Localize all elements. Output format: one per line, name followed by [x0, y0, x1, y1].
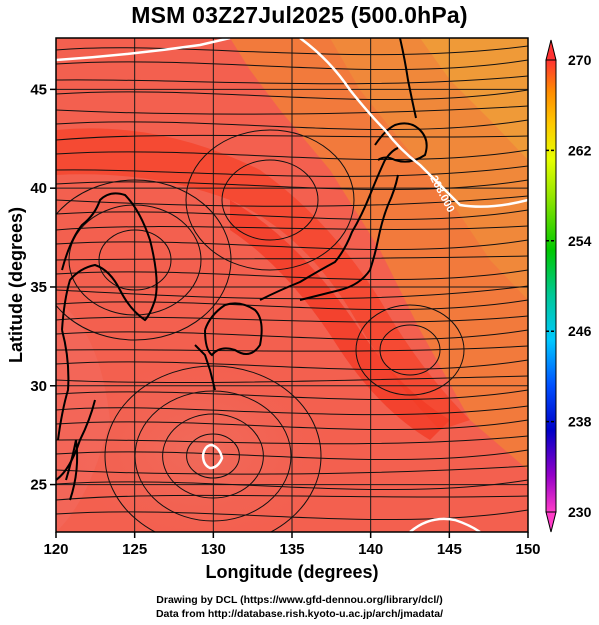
x-tick-label: 120 — [43, 541, 68, 558]
y-axis-label: Latitude (degrees) — [6, 207, 26, 363]
chart-area: 268.000 120 125 130 135 140 145 150 2530354045… — [6, 37, 592, 582]
streamline — [56, 419, 528, 431]
streamline — [56, 75, 528, 85]
streamline — [56, 479, 528, 491]
x-tick-label: 135 — [279, 541, 304, 558]
colorbar-gradient — [545, 59, 557, 513]
streamline — [56, 315, 528, 323]
chart-title: MSM 03Z27Jul2025 (500.0hPa) — [131, 2, 468, 28]
streamline-loop — [186, 433, 240, 479]
y-tick-label: 30 — [30, 378, 47, 395]
y-tick-label: 45 — [30, 81, 47, 98]
streamline-loop — [221, 159, 319, 241]
streamline — [56, 345, 528, 352]
streamline — [56, 285, 528, 300]
streamline — [56, 269, 528, 281]
streamline — [56, 209, 528, 221]
x-tick-label: 140 — [358, 541, 383, 558]
colorbar-label: 246 — [568, 323, 592, 339]
streamline — [56, 359, 528, 371]
streamline — [56, 509, 528, 521]
colorbar-label: 254 — [568, 233, 592, 249]
streamline — [56, 375, 528, 384]
streamline-loop — [379, 324, 441, 376]
y-tick-label: 35 — [30, 279, 47, 296]
streamline — [56, 165, 528, 177]
streamline — [56, 449, 528, 461]
streamline — [56, 465, 528, 475]
x-tick-label: 150 — [515, 541, 540, 558]
credit-drawing: Drawing by DCL (https://www.gfd-dennou.o… — [156, 594, 443, 606]
colorbar-label: 230 — [568, 504, 592, 520]
x-tick-label: 125 — [122, 541, 147, 558]
streamline-loop — [56, 179, 232, 341]
streamline — [56, 239, 528, 251]
credit-data-source: Data from http://database.rish.kyoto-u.a… — [155, 608, 444, 620]
streamline-loop — [98, 229, 172, 291]
colorbar-bottom-arrow — [545, 511, 557, 533]
colorbar-label: 238 — [568, 414, 592, 430]
streamline — [56, 329, 528, 341]
streamline — [56, 105, 528, 115]
colorbar-label: 262 — [568, 142, 592, 158]
streamline — [56, 299, 528, 311]
streamline — [56, 225, 528, 231]
streamline-loop — [162, 413, 264, 499]
streamline — [56, 435, 528, 445]
streamline — [56, 134, 528, 141]
streamline — [56, 179, 528, 191]
x-axis-label: Longitude (degrees) — [205, 562, 378, 582]
x-axis-ticks: 120 125 130 135 140 145 150 — [43, 532, 541, 558]
streamline — [56, 149, 528, 161]
streamline — [56, 45, 528, 56]
x-tick-label: 130 — [201, 541, 226, 558]
streamline-loop — [355, 304, 465, 396]
streamline-loop — [104, 365, 322, 532]
streamline — [56, 255, 528, 261]
streamline — [56, 405, 528, 416]
x-tick-label: 145 — [437, 541, 462, 558]
wind-streamlines — [56, 45, 528, 532]
colorbar: 230 238 246 254 262 270 — [545, 39, 592, 533]
coastlines — [56, 38, 428, 501]
y-axis-ticks: 25 30 35 40 45 — [30, 81, 56, 494]
streamline-loop — [134, 390, 292, 522]
streamline-loop — [68, 204, 202, 316]
streamline — [56, 89, 528, 101]
grid-lines — [55, 38, 529, 532]
streamline-loop — [185, 129, 355, 271]
temperature-contours — [56, 38, 528, 532]
streamline — [56, 59, 528, 71]
colorbar-label: 270 — [568, 52, 592, 68]
streamline — [56, 494, 528, 501]
y-tick-label: 40 — [30, 180, 47, 197]
y-tick-label: 25 — [30, 477, 47, 494]
colorbar-top-arrow — [545, 39, 557, 61]
streamline — [56, 119, 528, 131]
